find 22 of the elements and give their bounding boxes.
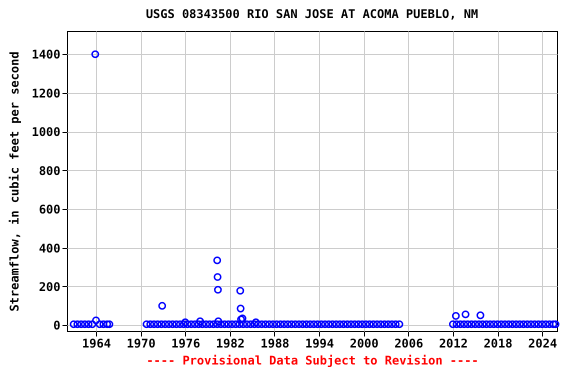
y-tick-label: 600 xyxy=(38,202,60,217)
x-tick-label: 2000 xyxy=(350,336,379,350)
y-tick-label: 1200 xyxy=(32,86,60,100)
x-tick-label: 2018 xyxy=(484,336,512,350)
y-tick-label: 800 xyxy=(38,164,60,178)
x-tick-label: 2012 xyxy=(438,336,468,350)
x-tick-label: 2006 xyxy=(394,336,424,350)
y-tick-label: 400 xyxy=(38,241,60,256)
x-tick-label: 1964 xyxy=(82,336,111,350)
x-tick-label: 1970 xyxy=(126,336,156,350)
x-tick-label: 1976 xyxy=(171,336,200,350)
x-tick-label: 1994 xyxy=(305,336,334,350)
text: ---- Provisional Data Subject to Revision ---- xyxy=(146,354,479,368)
chart-title: USGS 08343500 RIO SAN JOSE AT ACOMA PUEBLO, NM xyxy=(146,7,478,21)
y-axis-title: Streamflow, in cubic feet per second xyxy=(8,51,22,312)
x-tick-label: 2024 xyxy=(528,336,558,350)
y-tick-label: 200 xyxy=(38,280,60,294)
x-tick-label: 1988 xyxy=(260,336,290,350)
y-tick-label: 1000 xyxy=(32,125,60,140)
y-tick-label: 0 xyxy=(53,318,60,333)
y-tick-label: 1400 xyxy=(32,48,60,62)
x-tick-label: 1982 xyxy=(216,336,245,350)
